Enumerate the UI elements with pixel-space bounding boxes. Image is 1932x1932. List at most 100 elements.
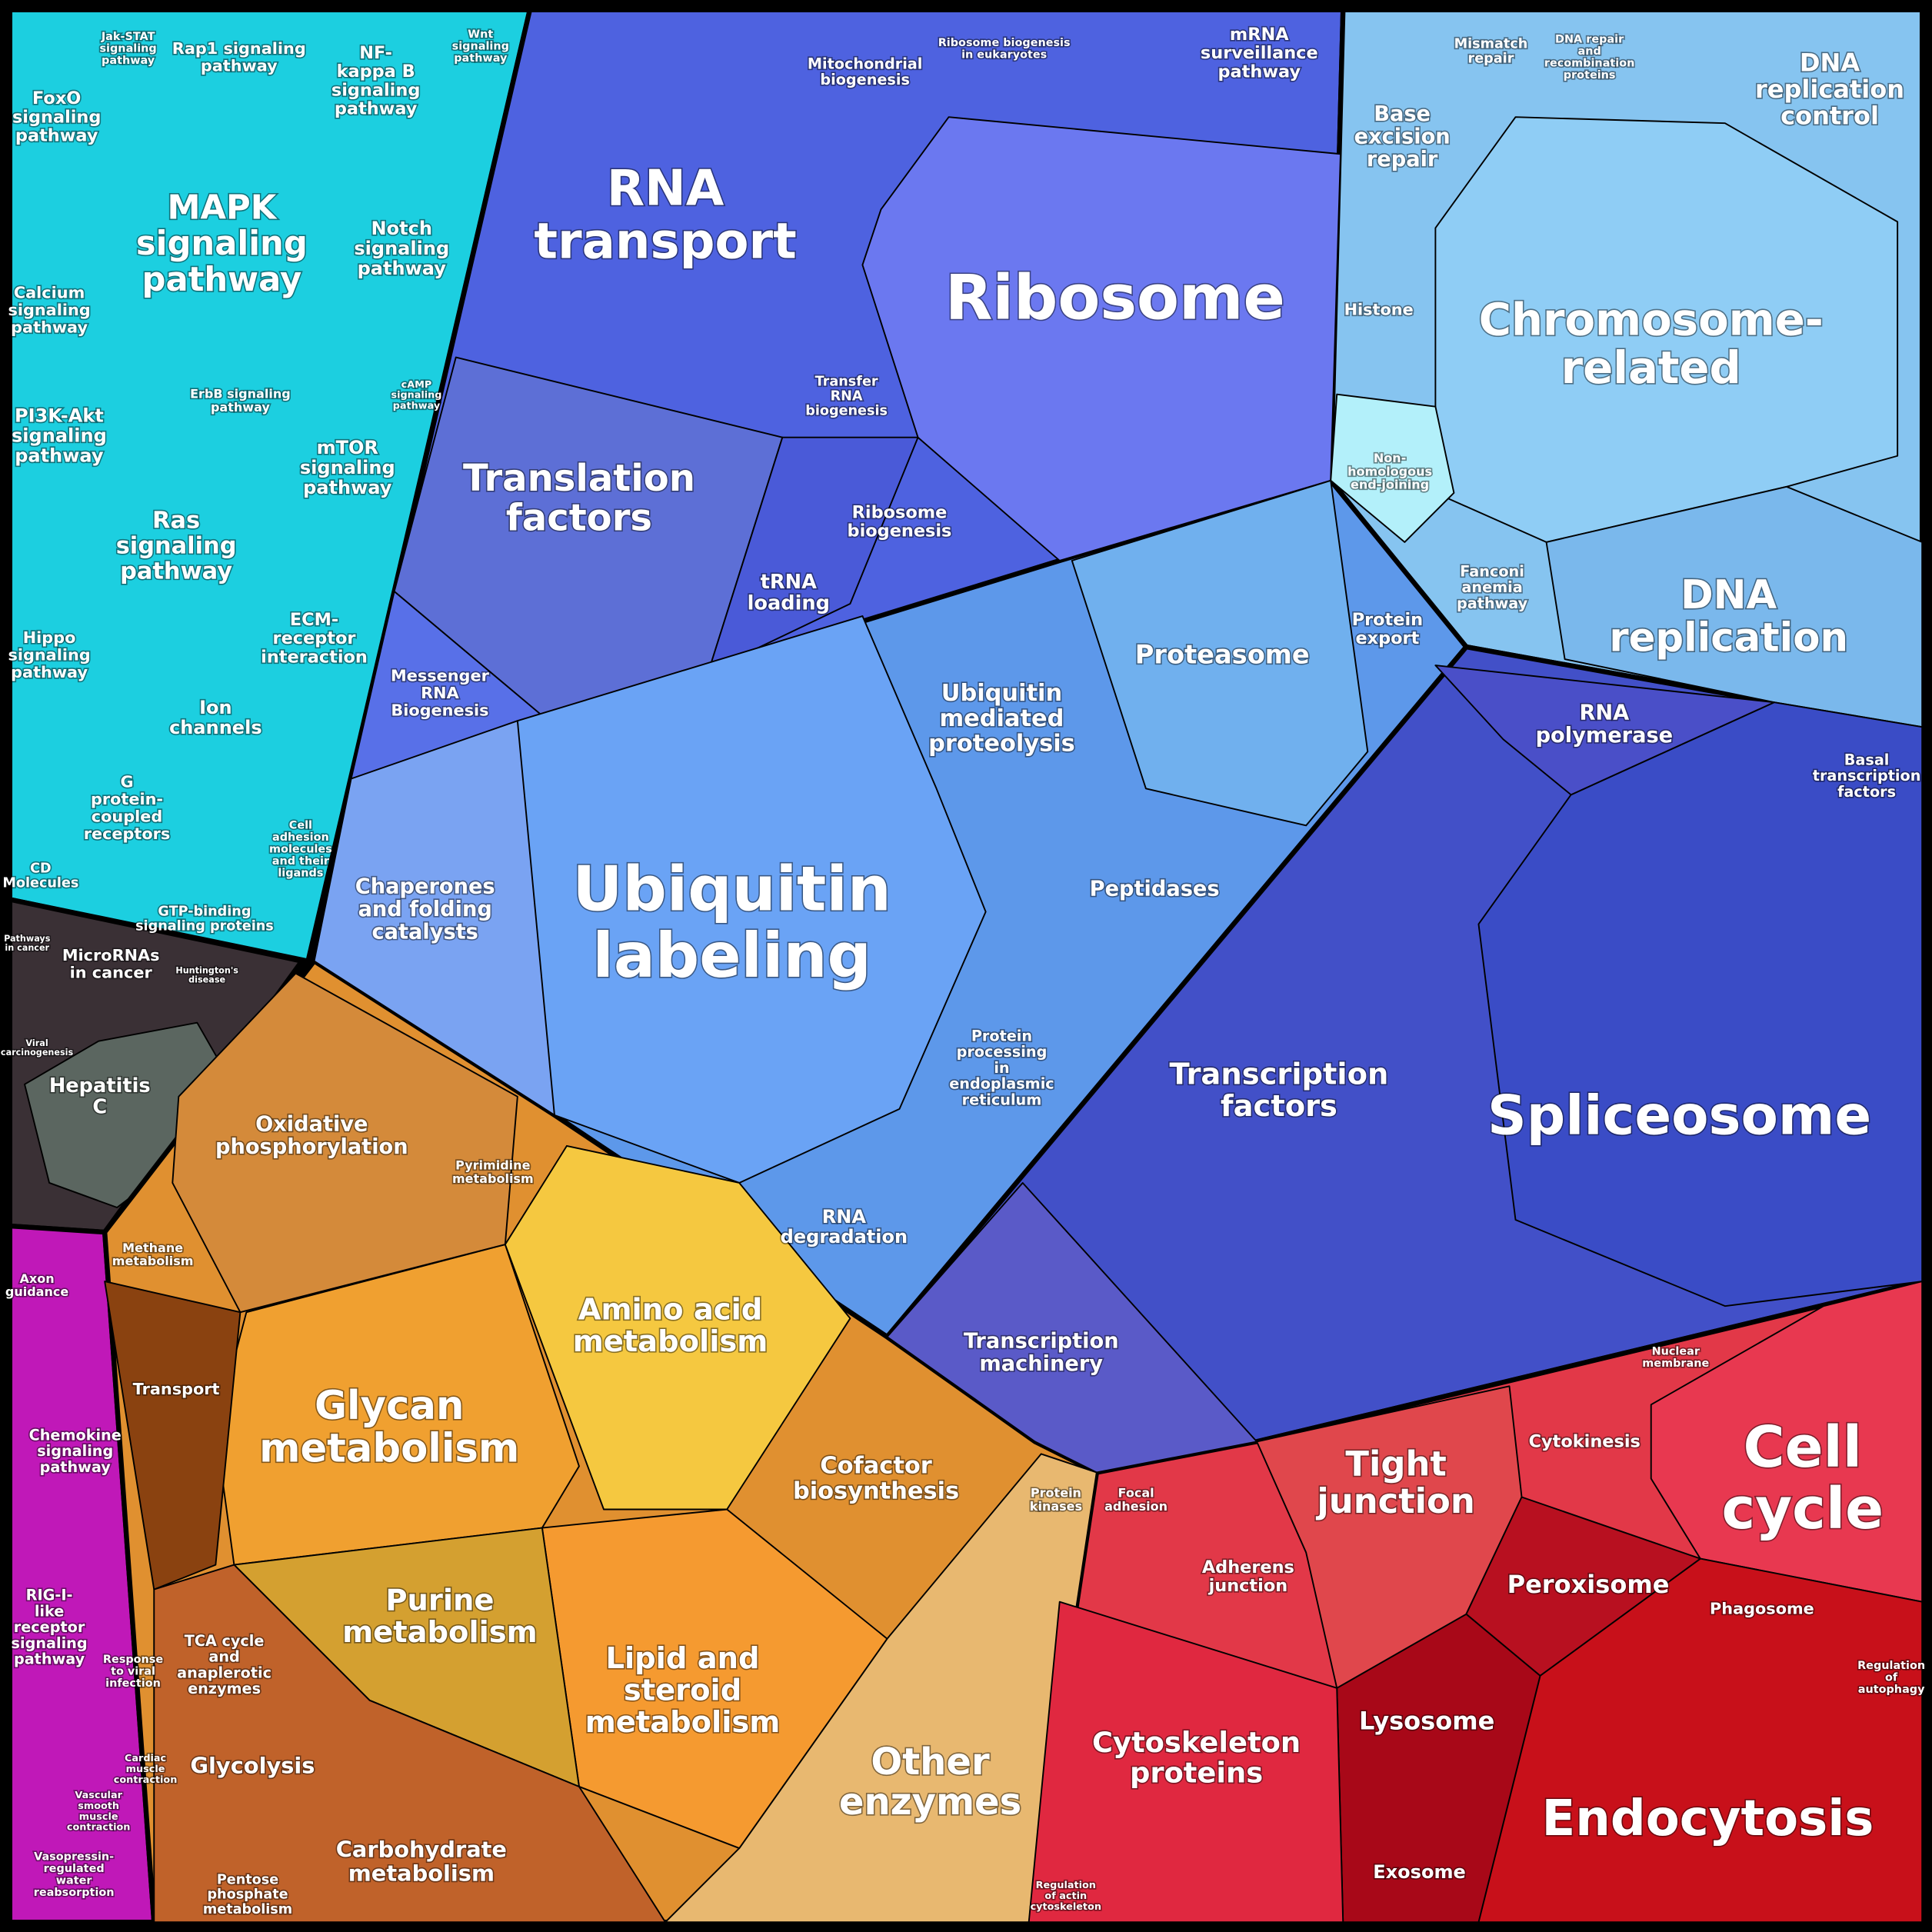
label-line: Transport (133, 1380, 220, 1398)
label-line: infection (105, 1677, 161, 1690)
region-label: Hippo signaling pathway (8, 628, 90, 681)
label-line: polymerase (1536, 723, 1674, 747)
label-line: molecules (269, 844, 332, 856)
region-label: CD Molecules (2, 861, 78, 891)
label-line: of (1885, 1672, 1898, 1684)
label-line: Vascular (75, 1790, 122, 1801)
label-line: water (56, 1874, 93, 1887)
label-line: phosphate (207, 1887, 288, 1903)
label-line: export (1355, 628, 1419, 648)
region-label: Lysosome (1359, 1707, 1494, 1736)
label-line: pathway (15, 125, 98, 145)
label-line: Fanconi (1460, 562, 1524, 580)
region-label: ECM-receptor interaction (261, 609, 368, 666)
region-label: Viral carcinogenesis (1, 1038, 74, 1058)
region-label: Huntington's disease (175, 965, 238, 984)
region-label: Cofactor biosynthesis (793, 1452, 959, 1504)
region-label: Chaperones and folding catalysts (355, 874, 495, 944)
label-line: mediated (939, 705, 1064, 731)
label-line: channels (169, 717, 262, 738)
region-label: Histone (1344, 301, 1414, 319)
label-line: Chromosome- (1479, 293, 1824, 345)
label-line: proteins (1564, 69, 1616, 82)
region-label: Ubiquitin mediated proteolysis (928, 679, 1075, 757)
label-line: carcinogenesis (1, 1048, 74, 1058)
region-label: GTP-binding signaling proteins (135, 904, 274, 934)
label-line: steroid (624, 1673, 741, 1707)
label-line: protein- (91, 790, 163, 808)
label-line: reticulum (962, 1091, 1042, 1108)
region-label: RIG-I-like receptor signaling pathway (12, 1586, 88, 1667)
label-line: G (120, 772, 133, 791)
label-line: FoxO (32, 88, 81, 108)
label-line: signaling (116, 532, 237, 559)
label-line: pathway (454, 52, 508, 65)
label-line: pathway (201, 57, 278, 75)
label-line: RNA (831, 389, 863, 405)
label-line: RNA (1579, 701, 1629, 724)
region-label: Mitochondrial biogenesis (808, 55, 922, 88)
label-line: excision (1354, 125, 1451, 148)
label-line: pathway (335, 98, 418, 118)
label-line: in eukaryotes (961, 49, 1047, 62)
label-line: PI3K-Akt (15, 405, 104, 426)
label-line: Messenger (391, 667, 490, 685)
label-line: Vasopressin- (34, 1850, 114, 1863)
label-line: Spliceosome (1487, 1084, 1871, 1147)
region-label: cAMP signaling pathway (391, 378, 442, 411)
label-line: endoplasmic (949, 1074, 1054, 1092)
region-label: Peptidases (1090, 877, 1220, 901)
region-label: Ion channels (169, 697, 262, 738)
label-line: Ribosome (945, 261, 1285, 333)
label-line: in cancer (70, 964, 153, 982)
label-line: in cancer (5, 943, 49, 953)
label-line: pathway (11, 663, 88, 681)
region-label: Endocytosis (1541, 1790, 1874, 1847)
region-label: Focal adhesion (1104, 1485, 1168, 1513)
label-line: proteins (1130, 1756, 1263, 1789)
label-line: Huntington's (175, 965, 238, 975)
label-line: pathway (211, 399, 270, 414)
label-line: TCA cycle (185, 1631, 265, 1649)
machinery-cell (886, 1181, 1258, 1474)
region-label: Base excision repair (1354, 102, 1451, 171)
label-line: DNA (1681, 572, 1777, 618)
region-label: RNA degradation (781, 1206, 908, 1247)
label-line: adhesion (272, 831, 329, 844)
label-line: Peroxisome (1507, 1570, 1670, 1599)
region-label: Jak-STAT signaling pathway (99, 31, 156, 67)
label-line: Phagosome (1710, 1599, 1814, 1617)
label-line: Ubiquitin (572, 853, 891, 924)
region-label: Vasopressin-regulated water reabsorption (34, 1850, 115, 1899)
label-line: receptor (273, 628, 356, 648)
label-line: Biogenesis (391, 701, 488, 720)
region-label: Cell adhesion molecules and their ligands (269, 819, 332, 879)
label-line: phosphorylation (215, 1135, 408, 1159)
label-line: Mismatch (1454, 37, 1528, 52)
region-label: Vascular smooth muscle contraction (67, 1790, 131, 1834)
region-label: Non-homologous end-joining (1347, 450, 1432, 491)
region-label: FoxO signaling pathway (12, 88, 101, 145)
region-label: Chemokine signaling pathway (29, 1426, 122, 1476)
label-line: biogenesis (805, 404, 888, 419)
label-line: of actin (1044, 1890, 1087, 1901)
label-line: pathway (358, 258, 447, 279)
label-line: Methane (122, 1240, 183, 1254)
label-line: metabolism (573, 1324, 768, 1359)
label-line: ECM- (290, 609, 338, 629)
label-line: enzymes (188, 1680, 261, 1697)
label-line: Exosome (1373, 1861, 1466, 1883)
label-line: metabolism (585, 1704, 781, 1739)
label-line: processing (957, 1043, 1048, 1061)
label-line: Oxidative (255, 1112, 368, 1136)
label-line: signaling (12, 425, 107, 446)
region-label: Purine metabolism (342, 1583, 538, 1650)
region-label: Ribosome biogenesis in eukaryotes (938, 37, 1071, 62)
region-label: DNA replication control (1755, 48, 1904, 130)
rna-polymerase-cell (1434, 665, 1775, 796)
label-line: enzymes (839, 1780, 1021, 1824)
label-line: homologous (1347, 464, 1432, 478)
label-line: signaling (452, 40, 509, 52)
label-line: biosynthesis (793, 1477, 959, 1504)
